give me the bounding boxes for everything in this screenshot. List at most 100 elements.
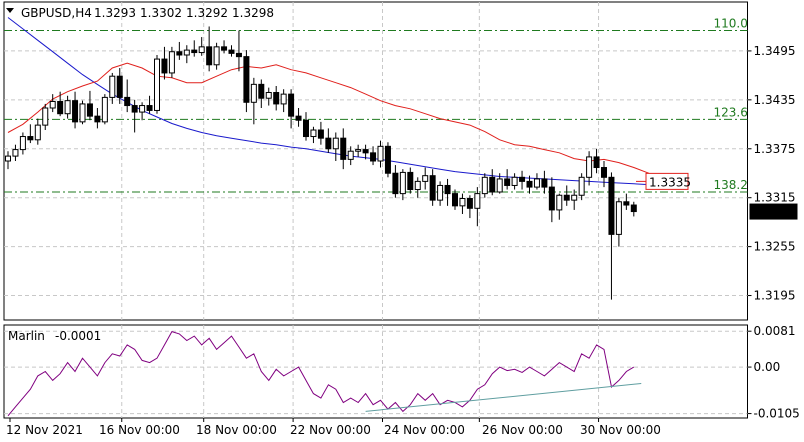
indicator-tick-label: 0.00 (754, 360, 781, 374)
bear-candle (161, 58, 168, 74)
bear-candle (623, 201, 630, 206)
indicator-name: Marlin (8, 329, 45, 343)
bull-candle (139, 105, 146, 113)
bear-candle (541, 178, 548, 188)
bull-candle (332, 137, 339, 150)
time-tick-label: 22 Nov 00:00 (290, 423, 371, 437)
indicator-plot-frame (3, 324, 748, 419)
bear-candle (630, 204, 637, 213)
time-tick-label: 30 Nov 00:00 (580, 423, 661, 437)
bear-candle (325, 137, 332, 150)
fib-levels: 110.0 123.6 138.2 (4, 17, 748, 193)
bear-candle (370, 152, 377, 162)
bear-candle (392, 172, 399, 195)
bear-candle (504, 178, 511, 186)
bear-candle (206, 46, 213, 66)
bear-candle (228, 49, 235, 54)
bull-candle (12, 149, 19, 157)
bear-candle (221, 46, 228, 51)
bull-candle (571, 194, 578, 201)
current-price-label: 1.3298 (754, 206, 796, 220)
bull-candle (79, 103, 86, 123)
current-price-tag (749, 203, 798, 220)
bull-candle (414, 180, 421, 191)
bear-candle (86, 103, 93, 117)
bull-candle (377, 145, 384, 162)
fib-level-label: 123.6 (714, 105, 748, 119)
bull-candle (213, 46, 220, 66)
indicator-axis: 0.0081 0.00 -0.0105 (747, 324, 800, 421)
price-tick-label: 1.3315 (754, 191, 796, 205)
marlin-trendline (365, 382, 642, 412)
bull-candle (183, 49, 190, 56)
price-axis: 1.3495 1.3435 1.3375 1.3315 1.3255 1.3195 (747, 44, 796, 303)
indicator-value: -0.0001 (55, 329, 101, 343)
bear-candle (519, 176, 526, 182)
bull-candle (42, 107, 49, 126)
bear-candle (124, 96, 131, 107)
time-tick-label: 12 Nov 2021 (6, 423, 83, 437)
symbol-dropdown-icon[interactable] (6, 8, 14, 13)
bull-candle (154, 58, 160, 111)
bear-candle (57, 100, 64, 115)
bull-candle (64, 100, 71, 115)
fib-level-label: 110.0 (714, 17, 748, 31)
ohlc-open: 1.3293 (94, 6, 136, 20)
time-tick-label: 26 Nov 00:00 (482, 423, 563, 437)
bear-candle (601, 167, 607, 178)
bull-candle (474, 193, 481, 209)
bull-candle (355, 149, 362, 152)
bull-candle (422, 175, 429, 182)
ma-price-label: 1.3335 (649, 175, 691, 189)
bull-candle (511, 176, 518, 186)
bear-candle (243, 56, 250, 103)
bear-candle (340, 137, 347, 160)
bull-candle (5, 155, 11, 162)
bear-candle (176, 51, 183, 56)
bull-candle (578, 176, 585, 196)
bull-candle (198, 46, 205, 54)
bear-candle (295, 115, 302, 121)
bear-candle (191, 49, 198, 54)
price-tick-label: 1.3375 (754, 142, 796, 156)
bull-candle (168, 51, 175, 74)
bear-candle (429, 175, 436, 201)
bull-candle (586, 156, 593, 178)
bear-candle (72, 100, 79, 123)
bull-candle (481, 176, 488, 195)
bear-candle (27, 136, 34, 141)
bull-candle (556, 194, 563, 211)
price-tick-label: 1.3255 (754, 240, 796, 254)
bull-candle (250, 83, 257, 103)
bear-candle (116, 75, 123, 98)
bull-candle (19, 136, 26, 151)
bear-candle (466, 198, 473, 209)
bull-candle (496, 178, 503, 193)
indicator-tick-label: 0.0081 (754, 324, 796, 338)
bull-candle (265, 92, 272, 99)
bull-candle (347, 150, 354, 160)
bear-candle (362, 149, 369, 154)
bear-candle (563, 194, 570, 201)
ma-price-tag (645, 172, 689, 190)
bull-candle (101, 96, 108, 123)
ohlc-high: 1.3302 (140, 6, 182, 20)
bear-candle (235, 52, 242, 58)
indicator-lines (7, 331, 642, 417)
symbol-label: GBPUSD,H4 (21, 6, 92, 20)
bull-candle (109, 75, 116, 98)
red-moving-average (7, 62, 664, 182)
time-axis: 12 Nov 2021 16 Nov 00:00 18 Nov 00:00 22 No… (6, 418, 661, 437)
bull-candle (615, 201, 622, 235)
ohlc-low: 1.3292 (186, 6, 228, 20)
bear-candle (288, 93, 295, 117)
bull-candle (310, 129, 317, 138)
time-tick-label: 16 Nov 00:00 (99, 423, 180, 437)
fib-level-label: 138.2 (714, 178, 748, 192)
bear-candle (489, 176, 496, 193)
price-tick-label: 1.3435 (754, 93, 796, 107)
bull-candle (399, 171, 406, 195)
price-tick-label: 1.3195 (754, 289, 796, 303)
marlin-line (7, 331, 635, 417)
